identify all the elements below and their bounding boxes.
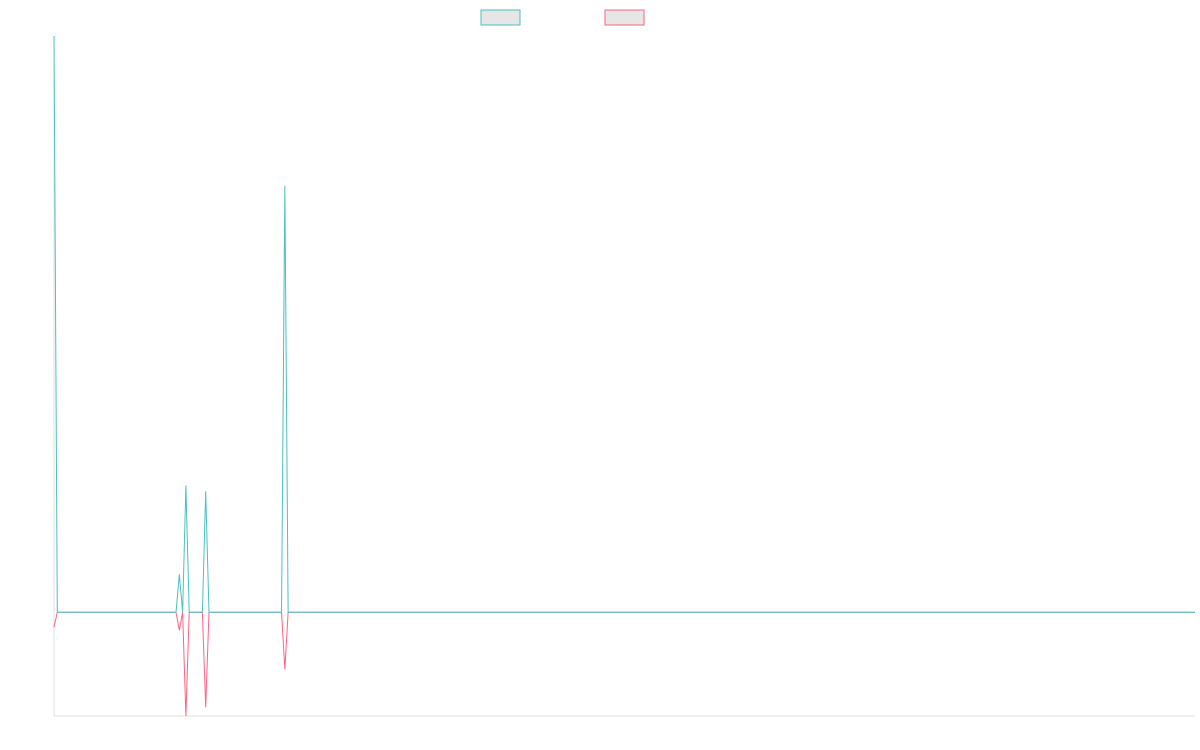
series-line <box>53 611 1195 717</box>
series-line <box>53 35 1195 613</box>
legend-swatch <box>604 9 645 26</box>
legend-swatch <box>480 9 521 26</box>
